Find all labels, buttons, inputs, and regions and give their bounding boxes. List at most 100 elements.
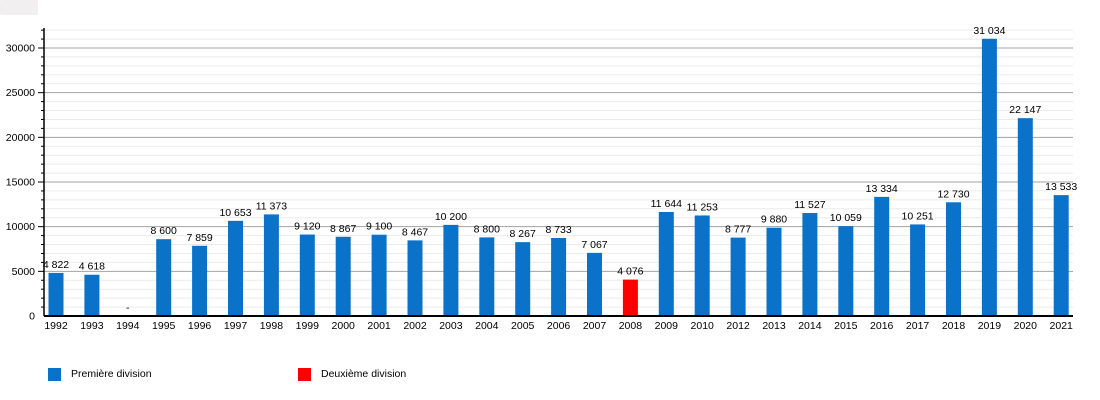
x-tick-label-2016: 2016 bbox=[870, 320, 894, 332]
bar-2008 bbox=[622, 279, 638, 316]
value-label-2001: 9 100 bbox=[366, 221, 392, 233]
value-label-1993: 4 618 bbox=[79, 261, 105, 273]
bar-2005 bbox=[515, 242, 531, 316]
x-tick-label-1998: 1998 bbox=[260, 320, 284, 332]
missing-data-marker-1994: - bbox=[126, 302, 130, 314]
bar-1997 bbox=[228, 220, 243, 316]
bars bbox=[48, 38, 1069, 316]
value-label-2010: 11 253 bbox=[687, 201, 718, 213]
bar-2013 bbox=[766, 227, 782, 316]
x-tick-label-1994: 1994 bbox=[116, 320, 140, 332]
y-tick-label: 5000 bbox=[12, 266, 36, 278]
bar-2012 bbox=[730, 237, 746, 316]
legend-swatch-premiere-division bbox=[48, 367, 61, 381]
x-tick-label-1999: 1999 bbox=[296, 320, 320, 332]
corner-artifact bbox=[0, 0, 38, 15]
x-tick-label-2008: 2008 bbox=[619, 320, 643, 332]
bar-2003 bbox=[443, 224, 459, 316]
y-tick-label: 10000 bbox=[6, 221, 35, 233]
value-labels: 4 822 4 618 - 8 600 7 859 10 653 11 373 9 120 8 … bbox=[43, 25, 1078, 314]
bar-2018 bbox=[946, 202, 961, 316]
x-tick-label-2019: 2019 bbox=[978, 320, 1002, 332]
value-label-2018: 12 730 bbox=[937, 188, 969, 200]
x-tick-label-2012: 2012 bbox=[726, 320, 750, 332]
x-tick-label-2009: 2009 bbox=[655, 320, 679, 332]
x-tick-label-1997: 1997 bbox=[224, 320, 248, 332]
y-tick-label: 0 bbox=[29, 311, 35, 323]
value-label-2021: 13 533 bbox=[1045, 181, 1077, 193]
y-tick-label: 25000 bbox=[6, 87, 35, 99]
bar-2004 bbox=[479, 237, 495, 316]
chart-legend: Première division Deuxième division bbox=[0, 360, 1100, 390]
value-label-1996: 7 859 bbox=[186, 232, 212, 244]
value-label-2005: 8 267 bbox=[510, 228, 536, 240]
y-tick-label: 15000 bbox=[6, 177, 35, 189]
x-tick-label-2013: 2013 bbox=[762, 320, 786, 332]
bar-1993 bbox=[84, 274, 100, 316]
value-label-2007: 7 067 bbox=[581, 239, 607, 251]
legend-swatch-deuxieme-division bbox=[298, 367, 311, 381]
bar-1995 bbox=[156, 239, 172, 316]
bar-2020 bbox=[1017, 118, 1033, 316]
legend-item-premiere-division: Première division bbox=[48, 366, 152, 382]
value-label-2004: 8 800 bbox=[474, 223, 500, 235]
value-label-2014: 11 527 bbox=[794, 199, 825, 211]
bar-2019 bbox=[981, 38, 997, 316]
value-label-2008: 4 076 bbox=[617, 266, 643, 278]
value-label-2012: 8 777 bbox=[725, 224, 751, 236]
value-label-2002: 8 467 bbox=[402, 226, 428, 238]
x-tick-label-2018: 2018 bbox=[942, 320, 966, 332]
bar-2007 bbox=[587, 252, 602, 316]
value-label-1998: 11 373 bbox=[256, 200, 287, 212]
x-tick-label-2000: 2000 bbox=[332, 320, 356, 332]
bar-1996 bbox=[192, 245, 208, 316]
bar-1999 bbox=[299, 234, 315, 316]
bar-2002 bbox=[407, 240, 423, 316]
x-tick-label-1996: 1996 bbox=[188, 320, 212, 332]
value-label-2000: 8 867 bbox=[330, 223, 356, 235]
legend-label-premiere-division: Première division bbox=[71, 368, 152, 380]
x-tick-label-2010: 2010 bbox=[691, 320, 715, 332]
bar-1992 bbox=[48, 272, 64, 316]
bar-chart-plot: 0 5000 10000 15000 20000 25000 30000 4 822 4 618… bbox=[6, 25, 1078, 332]
bar-2016 bbox=[874, 196, 890, 316]
bar-2021 bbox=[1053, 195, 1069, 316]
x-tick-label-2017: 2017 bbox=[906, 320, 930, 332]
bar-2001 bbox=[371, 234, 387, 316]
legend-item-deuxieme-division: Deuxième division bbox=[298, 366, 406, 382]
bar-2006 bbox=[551, 237, 567, 316]
x-tick-label-2015: 2015 bbox=[834, 320, 858, 332]
bar-2014 bbox=[802, 213, 818, 316]
value-label-1999: 9 120 bbox=[294, 221, 320, 233]
value-label-2017: 10 251 bbox=[902, 210, 934, 222]
x-tick-label-1992: 1992 bbox=[44, 320, 68, 332]
x-tick-label-2001: 2001 bbox=[367, 320, 391, 332]
bar-2009 bbox=[658, 211, 674, 316]
value-label-2006: 8 733 bbox=[545, 224, 571, 236]
value-label-1995: 8 600 bbox=[151, 225, 177, 237]
value-label-1992: 4 822 bbox=[43, 259, 69, 271]
x-tick-label-2006: 2006 bbox=[547, 320, 571, 332]
x-tick-label-2005: 2005 bbox=[511, 320, 535, 332]
y-axis-labels: 0 5000 10000 15000 20000 25000 30000 bbox=[6, 43, 35, 323]
bar-2010 bbox=[694, 215, 710, 316]
bar-2017 bbox=[910, 224, 926, 316]
value-label-2015: 10 059 bbox=[830, 212, 862, 224]
legend-label-deuxieme-division: Deuxième division bbox=[321, 368, 407, 380]
value-label-1997: 10 653 bbox=[219, 207, 251, 219]
x-tick-label-2002: 2002 bbox=[403, 320, 427, 332]
value-label-2016: 13 334 bbox=[866, 183, 898, 195]
bar-1998 bbox=[263, 214, 279, 316]
value-label-2013: 9 880 bbox=[761, 214, 787, 226]
bar-2000 bbox=[335, 236, 351, 316]
value-label-2019: 31 034 bbox=[973, 25, 1005, 37]
x-tick-label-2020: 2020 bbox=[1014, 320, 1038, 332]
x-tick-label-2007: 2007 bbox=[583, 320, 607, 332]
value-label-2020: 22 147 bbox=[1009, 104, 1041, 116]
y-tick-label: 30000 bbox=[6, 43, 35, 55]
y-tick-label: 20000 bbox=[6, 132, 35, 144]
value-label-2009: 11 644 bbox=[651, 198, 682, 210]
x-tick-label-1995: 1995 bbox=[152, 320, 176, 332]
x-axis-labels: 1992 1993 1994 1995 1996 1997 1998 1999 2000 2001… bbox=[44, 320, 1073, 332]
